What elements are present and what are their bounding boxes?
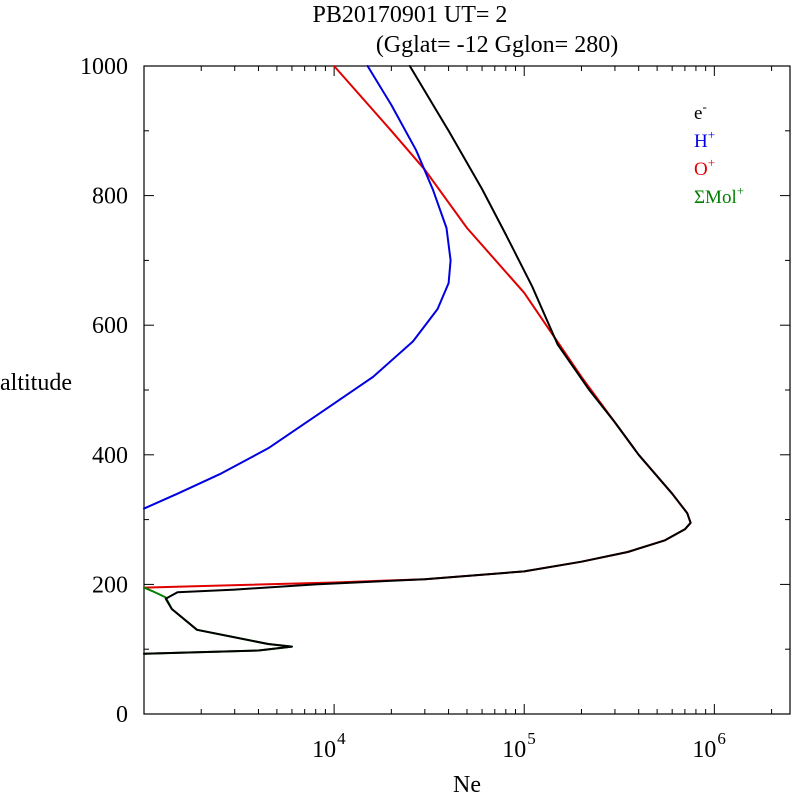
x-tick-label-exponent: 5 — [527, 729, 536, 748]
y-tick-label: 400 — [92, 443, 128, 469]
legend-entry-sup: + — [737, 183, 744, 198]
x-tick-label-exponent: 4 — [337, 729, 346, 748]
x-tick-label-base: 10 — [312, 737, 336, 763]
legend-entry-h-plus: H+ — [694, 127, 715, 152]
legend-entry-sup: + — [708, 127, 715, 142]
y-tick-label: 800 — [92, 184, 128, 210]
y-tick-label: 600 — [92, 313, 128, 339]
legend-entry-e-minus: e- — [694, 99, 707, 124]
chart-title: PB20170901 UT= 2 — [313, 2, 508, 28]
series-line-o-plus — [143, 65, 692, 589]
x-axis-label: Ne — [453, 772, 481, 795]
series-lines — [143, 65, 692, 655]
legend-entry-sup: - — [702, 99, 706, 114]
legend-entry-mol-plus: ΣMol+ — [694, 183, 744, 208]
axis-ticks — [143, 65, 790, 715]
x-tick-label-base: 10 — [692, 737, 716, 763]
y-tick-label: 200 — [92, 572, 128, 598]
series-line-h-plus — [143, 65, 452, 510]
legend-entry-name: O — [694, 159, 708, 180]
legend-entry-name: ΣMol — [694, 187, 737, 208]
y-axis-label: altitude — [0, 370, 72, 396]
y-tick-label: 0 — [116, 702, 128, 728]
legend-entry-o-plus: O+ — [694, 155, 715, 180]
legend: e-H+O+ΣMol+ — [694, 99, 744, 208]
x-tick-label-exponent: 6 — [717, 729, 726, 748]
x-tick-label-base: 10 — [502, 737, 526, 763]
series-line-e-minus — [143, 65, 692, 655]
chart-subtitle: (Gglat= -12 Gglon= 280) — [376, 32, 618, 58]
legend-entry-name: e — [694, 103, 702, 124]
legend-entry-name: H — [694, 131, 708, 152]
y-tick-label: 1000 — [80, 54, 128, 80]
legend-entry-sup: + — [708, 155, 715, 170]
